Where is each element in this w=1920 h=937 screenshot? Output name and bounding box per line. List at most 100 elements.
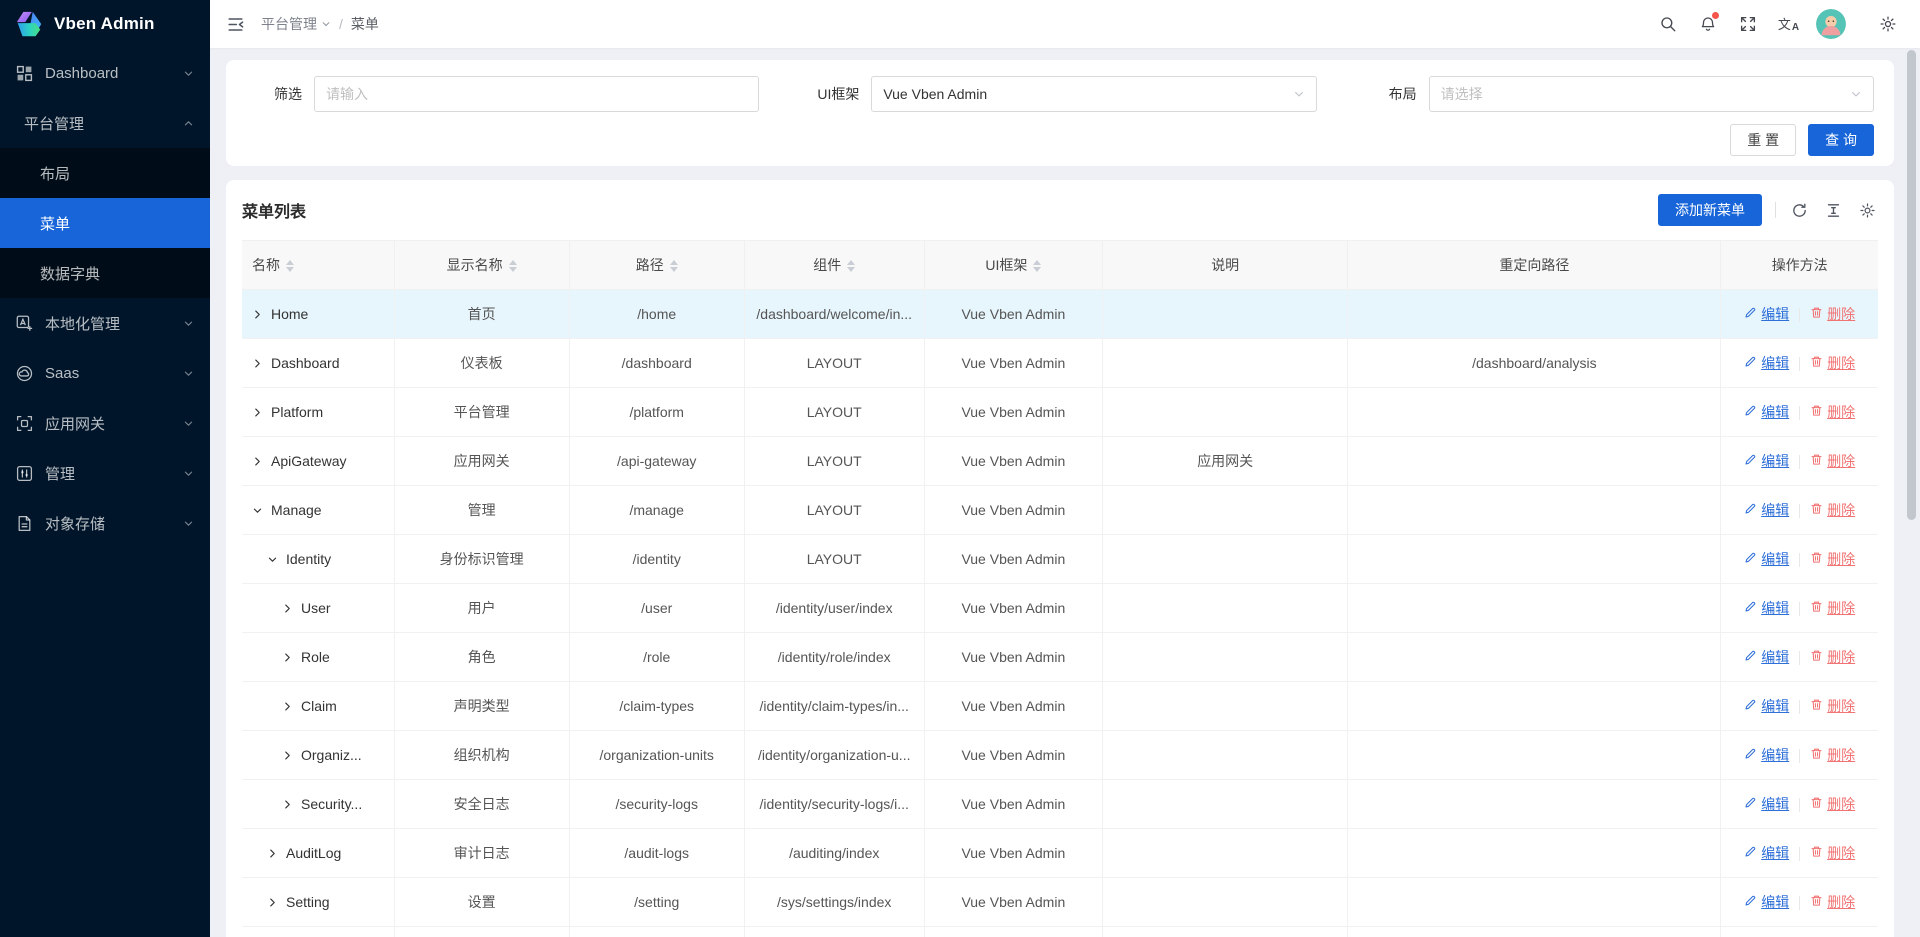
chevron-right-icon[interactable] (252, 407, 263, 418)
column-header-description[interactable]: 说明 (1101, 240, 1349, 290)
table-row-home[interactable]: Home 首页/home/dashboard/welcome/in... Vue V… (242, 289, 1878, 339)
cell-name: AuditLog (242, 828, 395, 878)
cell-description (1102, 779, 1349, 829)
table-row-api-gateway[interactable]: ApiGateway 应用网关/api-gateway LAYOUT Vue Vben… (242, 436, 1878, 486)
column-header-ui-framework[interactable]: UI框架 (923, 240, 1104, 290)
table-row-platform[interactable]: Platform 平台管理/platform LAYOUT Vue Vben Admi… (242, 387, 1878, 437)
cell-name: Security... (242, 779, 395, 829)
layout-select[interactable]: 请选择 (1428, 76, 1874, 112)
chevron-right-icon[interactable] (282, 603, 293, 614)
filter-input[interactable] (314, 76, 760, 112)
delete-button[interactable]: 删除 (1810, 500, 1855, 520)
vertical-scrollbar[interactable] (1907, 50, 1916, 520)
fullscreen-icon[interactable] (1732, 7, 1764, 41)
edit-button[interactable]: 编辑 (1744, 794, 1789, 814)
cell-ui-framework: Vue Vben Admin (924, 828, 1104, 878)
delete-label: 删除 (1827, 600, 1856, 616)
user-avatar[interactable] (1816, 9, 1846, 39)
table-row-identity[interactable]: Identity 身份标识管理/identity LAYOUT Vue Vben Ad… (242, 534, 1878, 584)
chevron-right-icon[interactable] (282, 652, 293, 663)
delete-button[interactable]: 删除 (1810, 843, 1855, 863)
edit-button[interactable]: 编辑 (1744, 304, 1789, 324)
sidebar-item-menu[interactable]: 菜单 (0, 198, 210, 248)
delete-button[interactable]: 删除 (1810, 402, 1855, 422)
cell-component: LAYOUT (744, 534, 925, 584)
refresh-icon[interactable] (1789, 200, 1810, 221)
notification-bell-icon[interactable] (1692, 7, 1724, 41)
sidebar-group-platform-management[interactable]: 平台管理 (0, 98, 210, 148)
edit-label: 编辑 (1761, 355, 1790, 371)
table-row-user[interactable]: User 用户/user/identity/user/index Vue Vben … (242, 583, 1878, 633)
delete-button[interactable]: 删除 (1810, 304, 1855, 324)
column-header-name[interactable]: 名称 (242, 240, 395, 290)
chevron-right-icon[interactable] (282, 701, 293, 712)
column-header-path[interactable]: 路径 (568, 240, 745, 290)
edit-button[interactable]: 编辑 (1744, 647, 1789, 667)
edit-button[interactable]: 编辑 (1744, 843, 1789, 863)
search-icon[interactable] (1652, 7, 1684, 41)
add-menu-button[interactable]: 添加新菜单 (1658, 194, 1762, 226)
chevron-right-icon[interactable] (252, 309, 263, 320)
sidebar-item-layout[interactable]: 布局 (0, 148, 210, 198)
logo[interactable]: Vben Admin (0, 0, 210, 48)
sidebar-item-app-gateway[interactable]: 应用网关 (0, 398, 210, 448)
table-row-audit-log[interactable]: AuditLog 审计日志/audit-logs/auditing/index Vu… (242, 828, 1878, 878)
chevron-right-icon[interactable] (282, 750, 293, 761)
delete-button[interactable]: 删除 (1810, 794, 1855, 814)
sidebar-item-manage[interactable]: 管理 (0, 448, 210, 498)
edit-button[interactable]: 编辑 (1744, 549, 1789, 569)
column-header-display-name[interactable]: 显示名称 (393, 240, 570, 290)
collapse-sidebar-icon[interactable] (226, 15, 245, 34)
cell-path: /user (569, 583, 745, 633)
table-row-setting[interactable]: Setting 设置/setting/sys/settings/index Vue … (242, 877, 1878, 927)
delete-button[interactable]: 删除 (1810, 353, 1855, 373)
column-header-component[interactable]: 组件 (743, 240, 925, 290)
chevron-right-icon[interactable] (282, 799, 293, 810)
ui-framework-select[interactable]: Vue Vben Admin (871, 76, 1317, 112)
table-row-manage[interactable]: Manage 管理/manage LAYOUT Vue Vben Admin 编辑 删除 (242, 485, 1878, 535)
chevron-right-icon[interactable] (252, 358, 263, 369)
edit-button[interactable]: 编辑 (1744, 451, 1789, 471)
search-button[interactable]: 查 询 (1808, 124, 1874, 156)
edit-button[interactable]: 编辑 (1744, 353, 1789, 373)
edit-button[interactable]: 编辑 (1744, 598, 1789, 618)
table-row-dashboard[interactable]: Dashboard 仪表板/dashboard LAYOUT Vue Vben Adm… (242, 338, 1878, 388)
column-header-actions[interactable]: 操作方法 (1720, 240, 1878, 290)
cell-path: /security-logs (569, 779, 745, 829)
sidebar-item-saas[interactable]: Saas (0, 348, 210, 398)
chevron-down-icon[interactable] (267, 554, 278, 565)
edit-button[interactable]: 编辑 (1744, 500, 1789, 520)
edit-button[interactable]: 编辑 (1744, 402, 1789, 422)
delete-button[interactable]: 删除 (1810, 451, 1855, 471)
cell-actions: 编辑 删除 (1720, 534, 1878, 584)
chevron-right-icon[interactable] (252, 456, 263, 467)
table-row-claim[interactable]: Claim 声明类型/claim-types/identity/claim-typ… (242, 681, 1878, 731)
chevron-right-icon[interactable] (267, 897, 278, 908)
settings-gear-icon[interactable] (1872, 7, 1904, 41)
delete-button[interactable]: 删除 (1810, 549, 1855, 569)
delete-button[interactable]: 删除 (1810, 892, 1855, 912)
sidebar-item-localization[interactable]: 本地化管理 (0, 298, 210, 348)
table-row-organization-units[interactable]: Organiz... 组织机构/organization-units/identi… (242, 730, 1878, 780)
breadcrumb-item-platform[interactable]: 平台管理 (261, 14, 331, 34)
edit-button[interactable]: 编辑 (1744, 745, 1789, 765)
sidebar-item-dashboard[interactable]: Dashboard (0, 48, 210, 98)
delete-button[interactable]: 删除 (1810, 598, 1855, 618)
sidebar-item-data-dictionary[interactable]: 数据字典 (0, 248, 210, 298)
delete-button[interactable]: 删除 (1810, 647, 1855, 667)
settings-gear-icon[interactable] (1857, 200, 1878, 221)
table-row-role[interactable]: Role 角色/role/identity/role/index Vue Vben … (242, 632, 1878, 682)
sidebar-item-object-storage[interactable]: 对象存储 (0, 498, 210, 548)
row-height-icon[interactable] (1823, 200, 1844, 221)
reset-button[interactable]: 重 置 (1730, 124, 1797, 156)
delete-button[interactable]: 删除 (1810, 745, 1855, 765)
table-row-security-logs[interactable]: Security... 安全日志/security-logs/identity/s… (242, 779, 1878, 829)
delete-button[interactable]: 删除 (1810, 696, 1855, 716)
edit-button[interactable]: 编辑 (1744, 892, 1789, 912)
cell-empty (1102, 926, 1349, 937)
edit-button[interactable]: 编辑 (1744, 696, 1789, 716)
column-header-redirect[interactable]: 重定向路径 (1347, 240, 1722, 290)
chevron-down-icon[interactable] (252, 505, 263, 516)
chevron-right-icon[interactable] (267, 848, 278, 859)
